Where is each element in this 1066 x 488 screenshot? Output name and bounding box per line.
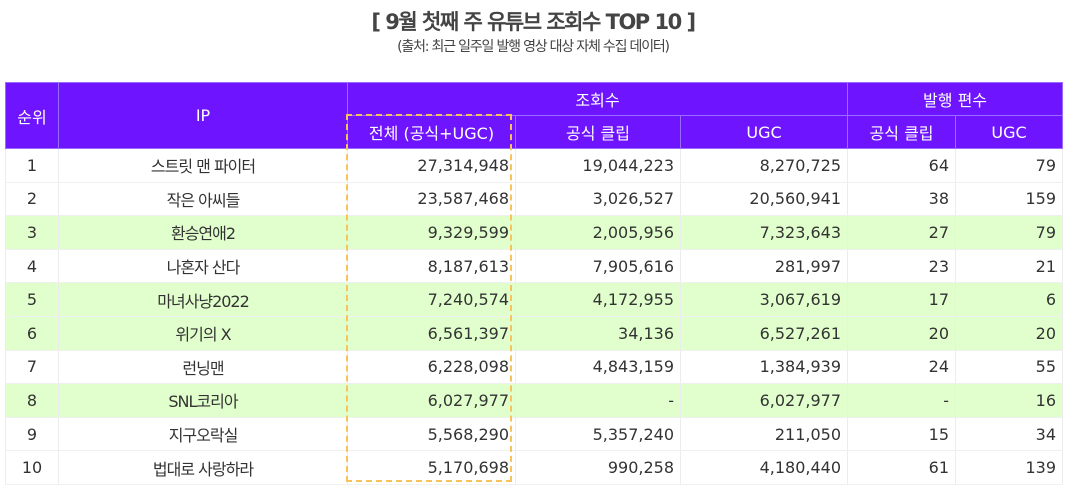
header-views-official: 공식 클립	[515, 115, 681, 149]
header-posts-group: 발행 편수	[847, 82, 1064, 116]
official-posts-cell: 24	[847, 350, 957, 385]
ugc-posts-cell: 159	[955, 182, 1064, 217]
official-posts-cell: 38	[847, 182, 957, 217]
official-views-cell: 3,026,527	[515, 182, 681, 217]
table-row: 7 런닝맨 6,228,098 4,843,159 1,384,939 24 5…	[5, 350, 1064, 385]
ugc-posts-cell: 21	[955, 249, 1064, 284]
table-row-highlighted: 6 위기의 X 6,561,397 34,136 6,527,261 20 20	[5, 316, 1064, 351]
table-row: 1 스트릿 맨 파이터 27,314,948 19,044,223 8,270,…	[5, 148, 1064, 183]
ip-cell: SNL코리아	[58, 383, 348, 418]
official-views-cell: 5,357,240	[515, 417, 681, 452]
official-posts-cell: 27	[847, 215, 957, 250]
table-row-highlighted: 3 환승연애2 9,329,599 2,005,956 7,323,643 27…	[5, 215, 1064, 250]
official-views-cell: 34,136	[515, 316, 681, 351]
ugc-posts-cell: 16	[955, 383, 1064, 418]
header-posts-ugc: UGC	[955, 115, 1064, 149]
ip-cell: 마녀사냥2022	[58, 282, 348, 317]
ugc-views-cell: 1,384,939	[679, 350, 849, 385]
total-views-cell: 7,240,574	[347, 282, 516, 317]
table-row-highlighted: 5 마녀사냥2022 7,240,574 4,172,955 3,067,619…	[5, 282, 1064, 317]
total-views-cell: 5,170,698	[347, 450, 516, 485]
official-posts-cell: 23	[847, 249, 957, 284]
ugc-views-cell: 20,560,941	[679, 182, 849, 217]
ugc-views-cell: 7,323,643	[679, 215, 849, 250]
rank-cell: 10	[5, 450, 59, 485]
ugc-posts-cell: 139	[955, 450, 1064, 485]
table-row: 4 나혼자 산다 8,187,613 7,905,616 281,997 23 …	[5, 249, 1064, 284]
table-row: 9 지구오락실 5,568,290 5,357,240 211,050 15 3…	[5, 417, 1064, 452]
ugc-views-cell: 281,997	[679, 249, 849, 284]
ugc-views-cell: 6,527,261	[679, 316, 849, 351]
ugc-posts-cell: 20	[955, 316, 1064, 351]
table-row-highlighted: 8 SNL코리아 6,027,977 - 6,027,977 - 16	[5, 383, 1064, 418]
total-views-cell: 9,329,599	[347, 215, 516, 250]
rank-cell: 5	[5, 282, 59, 317]
total-views-cell: 27,314,948	[347, 148, 516, 183]
ip-cell: 환승연애2	[58, 215, 348, 250]
official-posts-cell: -	[847, 383, 957, 418]
ugc-views-cell: 211,050	[679, 417, 849, 452]
ugc-posts-cell: 79	[955, 215, 1064, 250]
ugc-posts-cell: 55	[955, 350, 1064, 385]
table-subtitle: (출처: 최근 일주일 발행 영상 대상 자체 수집 데이터)	[397, 39, 670, 55]
header-rank: 순위	[5, 82, 59, 149]
table-title: [ 9월 첫째 주 유튜브 조회수 TOP 10 ]	[371, 10, 696, 34]
rank-cell: 3	[5, 215, 59, 250]
table-row: 2 작은 아씨들 23,587,468 3,026,527 20,560,941…	[5, 182, 1064, 217]
ugc-posts-cell: 6	[955, 282, 1064, 317]
rank-cell: 4	[5, 249, 59, 284]
official-views-cell: 19,044,223	[515, 148, 681, 183]
ip-cell: 스트릿 맨 파이터	[58, 148, 348, 183]
youtube-views-table: 순위 IP 조회수 발행 편수 전체 (공식+UGC) 공식 클립 UGC 공식…	[5, 82, 1064, 485]
ip-cell: 작은 아씨들	[58, 182, 348, 217]
ip-cell: 지구오락실	[58, 417, 348, 452]
rank-cell: 8	[5, 383, 59, 418]
ip-cell: 나혼자 산다	[58, 249, 348, 284]
header-ip: IP	[58, 82, 348, 149]
total-views-cell: 8,187,613	[347, 249, 516, 284]
ugc-views-cell: 4,180,440	[679, 450, 849, 485]
header-views-group: 조회수	[346, 82, 849, 116]
ugc-views-cell: 3,067,619	[679, 282, 849, 317]
ip-cell: 런닝맨	[58, 350, 348, 385]
ip-cell: 위기의 X	[58, 316, 348, 351]
official-posts-cell: 20	[847, 316, 957, 351]
official-posts-cell: 61	[847, 450, 957, 485]
rank-cell: 9	[5, 417, 59, 452]
ugc-views-cell: 8,270,725	[679, 148, 849, 183]
official-posts-cell: 17	[847, 282, 957, 317]
ugc-views-cell: 6,027,977	[679, 383, 849, 418]
rank-cell: 7	[5, 350, 59, 385]
official-views-cell: 4,843,159	[515, 350, 681, 385]
total-views-cell: 23,587,468	[347, 182, 516, 217]
table-row: 10 법대로 사랑하라 5,170,698 990,258 4,180,440 …	[5, 450, 1064, 485]
official-views-cell: 7,905,616	[515, 249, 681, 284]
official-posts-cell: 64	[847, 148, 957, 183]
ugc-posts-cell: 34	[955, 417, 1064, 452]
official-views-cell: -	[515, 383, 681, 418]
official-views-cell: 990,258	[515, 450, 681, 485]
header-views-total: 전체 (공식+UGC)	[347, 115, 516, 149]
header-posts-official: 공식 클립	[847, 115, 957, 149]
ip-cell: 법대로 사랑하라	[58, 450, 348, 485]
official-posts-cell: 15	[847, 417, 957, 452]
total-views-cell: 5,568,290	[347, 417, 516, 452]
total-views-cell: 6,561,397	[347, 316, 516, 351]
rank-cell: 6	[5, 316, 59, 351]
rank-cell: 1	[5, 148, 59, 183]
total-views-cell: 6,228,098	[347, 350, 516, 385]
header-views-ugc: UGC	[679, 115, 849, 149]
total-views-cell: 6,027,977	[347, 383, 516, 418]
rank-cell: 2	[5, 182, 59, 217]
official-views-cell: 4,172,955	[515, 282, 681, 317]
official-views-cell: 2,005,956	[515, 215, 681, 250]
ugc-posts-cell: 79	[955, 148, 1064, 183]
